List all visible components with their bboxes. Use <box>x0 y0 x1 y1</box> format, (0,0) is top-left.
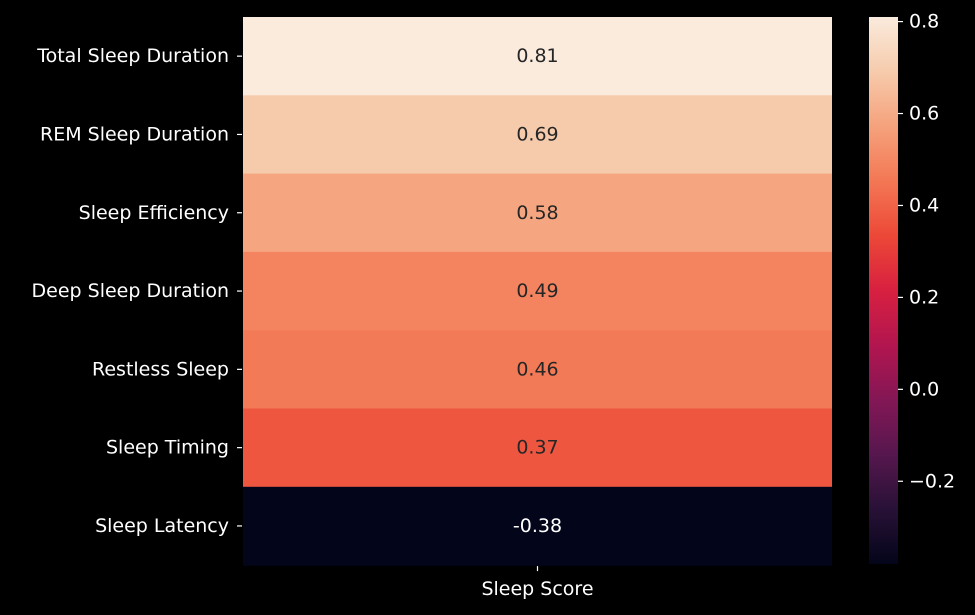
y-axis-labels: Total Sleep Duration REM Sleep Duration Sl… <box>32 45 242 537</box>
colorbar-gradient <box>869 17 898 564</box>
colorbar-tick-label: 0.6 <box>909 103 939 125</box>
cell-value-label: 0.58 <box>516 202 558 224</box>
colorbar-tick-label: 0.0 <box>909 378 939 400</box>
heatmap-cell <box>243 408 832 488</box>
cell-value-label: 0.49 <box>516 280 558 302</box>
heatmap-cell <box>243 251 832 331</box>
x-tick-label: Sleep Score <box>481 578 593 600</box>
y-tick-label: Sleep Latency <box>95 515 229 537</box>
heatmap-cell <box>243 17 832 96</box>
heatmap-cell <box>243 330 832 410</box>
y-tick-label: Restless Sleep <box>92 358 229 380</box>
heatmap-cell <box>243 486 832 566</box>
colorbar-tick-label: 0.2 <box>909 286 939 308</box>
heatmap-cell <box>243 173 832 253</box>
y-tick-label: Total Sleep Duration <box>36 45 229 67</box>
cell-value-label: 0.69 <box>516 123 558 145</box>
colorbar-tick-label: −0.2 <box>909 470 955 492</box>
cell-value-label: -0.38 <box>513 515 562 537</box>
heatmap-cell <box>243 95 832 175</box>
colorbar: 0.8 0.6 0.4 0.2 0.0 −0.2 <box>869 11 955 564</box>
y-tick-label: Sleep Efficiency <box>79 202 229 224</box>
cell-value-label: 0.46 <box>516 358 558 380</box>
cell-value-label: 0.81 <box>516 45 558 67</box>
y-tick-label: Deep Sleep Duration <box>32 280 229 302</box>
colorbar-tick-label: 0.4 <box>909 194 939 216</box>
x-axis-labels: Sleep Score <box>481 566 594 600</box>
heatmap-cells: 0.81 0.69 0.58 0.49 0.46 0.37 -0.38 <box>243 17 832 566</box>
y-tick-label: REM Sleep Duration <box>40 123 229 145</box>
cell-value-label: 0.37 <box>516 437 558 459</box>
y-tick-label: Sleep Timing <box>106 437 229 459</box>
colorbar-tick-label: 0.8 <box>909 11 939 33</box>
